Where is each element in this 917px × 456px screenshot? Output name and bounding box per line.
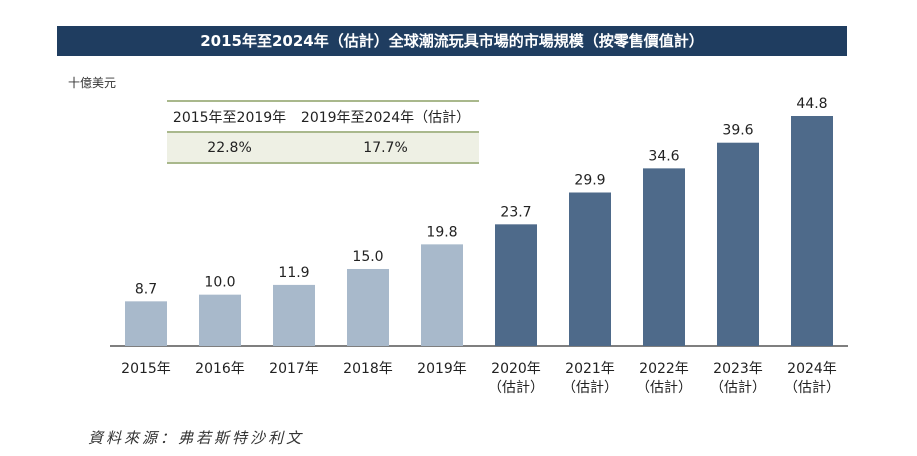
category-sublabel-9: （估計） (784, 380, 840, 396)
cagr-value-period-1: 22.8% (167, 132, 293, 164)
value-label-7: 34.6 (648, 148, 679, 164)
value-label-1: 10.0 (204, 275, 235, 291)
category-sublabel-7: （估計） (636, 380, 692, 396)
value-label-6: 29.9 (574, 172, 605, 188)
value-label-3: 15.0 (352, 249, 383, 265)
value-label-5: 23.7 (500, 204, 531, 220)
category-sublabel-6: （估計） (562, 380, 618, 396)
cagr-value-period-2: 17.7% (292, 132, 479, 164)
bar-8 (717, 142, 759, 346)
bar-7 (643, 168, 685, 346)
bar-1 (199, 294, 241, 346)
cagr-header-period-2: 2019年至2024年（估計） (292, 100, 479, 133)
value-label-8: 39.6 (722, 123, 753, 139)
category-label-4: 2019年 (417, 361, 467, 377)
category-label-3: 2018年 (343, 361, 393, 377)
bar-9 (791, 116, 833, 346)
bar-4 (421, 244, 463, 346)
category-label-6: 2021年 (565, 361, 615, 377)
value-label-4: 19.8 (426, 224, 457, 240)
cagr-header-period-1: 2015年至2019年 (167, 100, 293, 133)
bar-2 (273, 284, 315, 346)
value-label-2: 11.9 (278, 265, 309, 281)
category-label-9: 2024年 (787, 361, 837, 377)
category-label-8: 2023年 (713, 361, 763, 377)
source-note: 資料來源：弗若斯特沙利文 (88, 429, 305, 447)
value-label-0: 8.7 (135, 281, 157, 297)
category-sublabel-8: （估計） (710, 380, 766, 396)
category-label-0: 2015年 (121, 361, 171, 377)
cagr-value-row: 22.8% 17.7% (167, 132, 479, 164)
category-label-7: 2022年 (639, 361, 689, 377)
cagr-table: 2015年至2019年 2019年至2024年（估計） 22.8% 17.7% (167, 100, 479, 164)
category-sublabel-5: （估計） (488, 380, 544, 396)
bar-0 (125, 301, 167, 346)
category-label-1: 2016年 (195, 361, 245, 377)
category-label-2: 2017年 (269, 361, 319, 377)
value-label-9: 44.8 (796, 96, 827, 112)
bar-5 (495, 224, 537, 346)
chart-title: 2015年至2024年（估計）全球潮流玩具市場的市場規模（按零售價值計） (57, 26, 847, 56)
cagr-header-row: 2015年至2019年 2019年至2024年（估計） (167, 100, 479, 133)
bar-6 (569, 192, 611, 346)
category-label-5: 2020年 (491, 361, 541, 377)
bar-3 (347, 268, 389, 346)
y-axis-unit: 十億美元 (68, 76, 117, 90)
